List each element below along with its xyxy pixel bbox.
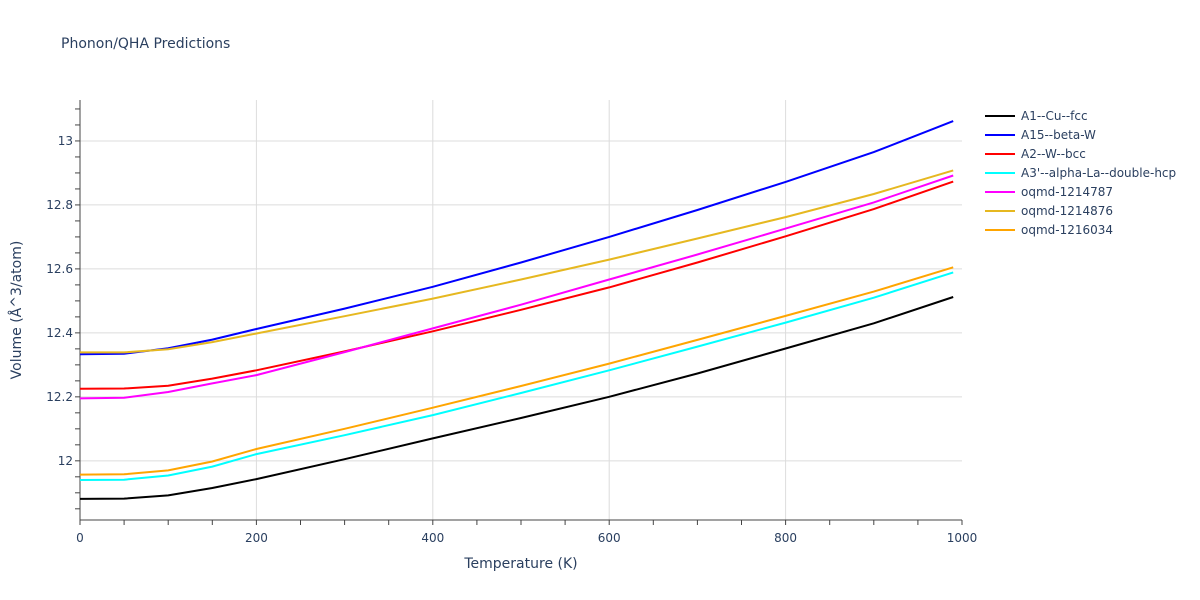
legend-line-icon <box>985 152 1015 155</box>
legend-item[interactable]: oqmd-1214876 <box>985 201 1176 220</box>
y-tick-label: 12.8 <box>46 198 73 212</box>
x-tick-label: 1000 <box>947 531 978 545</box>
series-line-5 <box>80 169 954 354</box>
series-line-4 <box>79 174 954 400</box>
legend-line-icon <box>985 209 1015 212</box>
legend-line-icon <box>985 114 1015 117</box>
y-axis-title: Volume (Å^3/atom) <box>8 241 25 380</box>
legend-item[interactable]: A1--Cu--fcc <box>985 106 1176 125</box>
legend-item[interactable]: oqmd-1214787 <box>985 182 1176 201</box>
legend-label: oqmd-1214787 <box>1021 184 1114 199</box>
legend-line-icon <box>985 228 1015 231</box>
y-tick-label: 13 <box>58 134 73 148</box>
legend-item[interactable]: A3'--alpha-La--double-hcp <box>985 163 1176 182</box>
legend-label: A15--beta-W <box>1021 127 1096 142</box>
axes: 0 200 400 600 800 1000 12 12.2 12.4 12.6 12.8 13 <box>46 100 977 545</box>
x-tick-label: 600 <box>598 531 621 545</box>
legend-line-icon <box>985 171 1015 174</box>
legend-label: oqmd-1214876 <box>1021 203 1114 218</box>
x-tick-label: 400 <box>421 531 444 545</box>
legend-line-icon <box>985 133 1015 136</box>
series-line-0 <box>79 296 954 500</box>
x-tick-label: 200 <box>245 531 268 545</box>
legend-label: A3'--alpha-La--double-hcp <box>1021 165 1177 180</box>
series-line-6 <box>79 266 954 476</box>
series-line-2 <box>79 180 954 390</box>
y-tick-label: 12.2 <box>46 390 73 404</box>
legend-label: A2--W--bcc <box>1021 146 1086 161</box>
chart-title: Phonon/QHA Predictions <box>61 36 231 52</box>
x-tick-label: 0 <box>76 531 84 545</box>
legend: A1--Cu--fcc A15--beta-W A2--W--bcc A3'--alp… <box>985 106 1176 239</box>
x-axis-title: Temperature (K) <box>463 556 577 572</box>
x-tick-label: 800 <box>774 531 797 545</box>
series-lines <box>79 120 954 500</box>
y-tick-label: 12.4 <box>46 326 73 340</box>
legend-line-icon <box>985 190 1015 193</box>
series-line-3 <box>79 271 954 481</box>
legend-label: oqmd-1216034 <box>1021 222 1114 237</box>
y-tick-label: 12.6 <box>46 262 73 276</box>
gridlines <box>80 100 962 520</box>
y-tick-label: 12 <box>58 454 73 468</box>
legend-item[interactable]: oqmd-1216034 <box>985 220 1176 239</box>
legend-label: A1--Cu--fcc <box>1021 108 1088 123</box>
legend-item[interactable]: A2--W--bcc <box>985 144 1176 163</box>
legend-item[interactable]: A15--beta-W <box>985 125 1176 144</box>
series-line-1 <box>79 120 954 356</box>
